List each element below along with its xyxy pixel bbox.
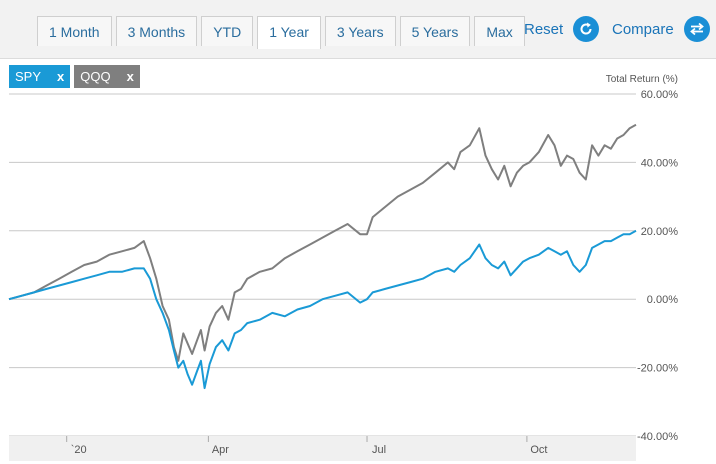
remove-ticker-button[interactable]: x: [57, 69, 65, 84]
swap-arrows-icon: [683, 16, 710, 42]
reset-label: Reset: [524, 20, 564, 38]
y-tick-label: 40.00%: [641, 157, 679, 169]
compare-button[interactable]: Compare: [612, 16, 710, 42]
x-tick-label: Jul: [372, 444, 386, 456]
series-line-spy: [8, 229, 637, 390]
x-tick-label: `20: [71, 444, 87, 456]
tab-max[interactable]: Max: [474, 16, 525, 46]
ticker-chip-spy: SPY x: [9, 65, 71, 88]
tab-5-years[interactable]: 5 Years: [399, 16, 471, 46]
ticker-chip-label: QQQ: [80, 69, 111, 84]
tab-1-month[interactable]: 1 Month: [37, 16, 112, 46]
remove-ticker-button[interactable]: x: [126, 69, 134, 84]
refresh-icon: [573, 16, 600, 42]
tab-3-years[interactable]: 3 Years: [324, 16, 396, 46]
toolbar: 1 Month 3 Months YTD 1 Year 3 Years 5 Years Ma…: [0, 0, 716, 59]
x-tick-label: Apr: [212, 444, 229, 456]
tab-ytd[interactable]: YTD: [201, 16, 254, 46]
ticker-chip-qqq: QQQ x: [74, 65, 140, 88]
series-line-qqq: [8, 123, 637, 362]
y-tick-label: -40.00%: [637, 431, 678, 443]
tab-1-year[interactable]: 1 Year: [257, 16, 321, 49]
y-tick-label: 20.00%: [641, 226, 679, 238]
y-tick-label: 60.00%: [641, 89, 679, 101]
y-axis-label: Total Return (%): [606, 74, 678, 85]
x-axis-band: [9, 436, 636, 461]
reset-button[interactable]: Reset: [524, 16, 600, 42]
y-tick-label: 0.00%: [647, 294, 678, 306]
compare-label: Compare: [612, 20, 674, 38]
timeframe-tabs: 1 Month 3 Months YTD 1 Year 3 Years 5 Years Ma…: [37, 16, 525, 49]
ticker-chip-label: SPY: [15, 69, 42, 84]
x-tick-label: Oct: [530, 444, 547, 456]
tab-3-months[interactable]: 3 Months: [115, 16, 198, 46]
y-tick-label: -20.00%: [637, 363, 678, 375]
ticker-chips: SPY x QQQ x: [9, 65, 140, 88]
